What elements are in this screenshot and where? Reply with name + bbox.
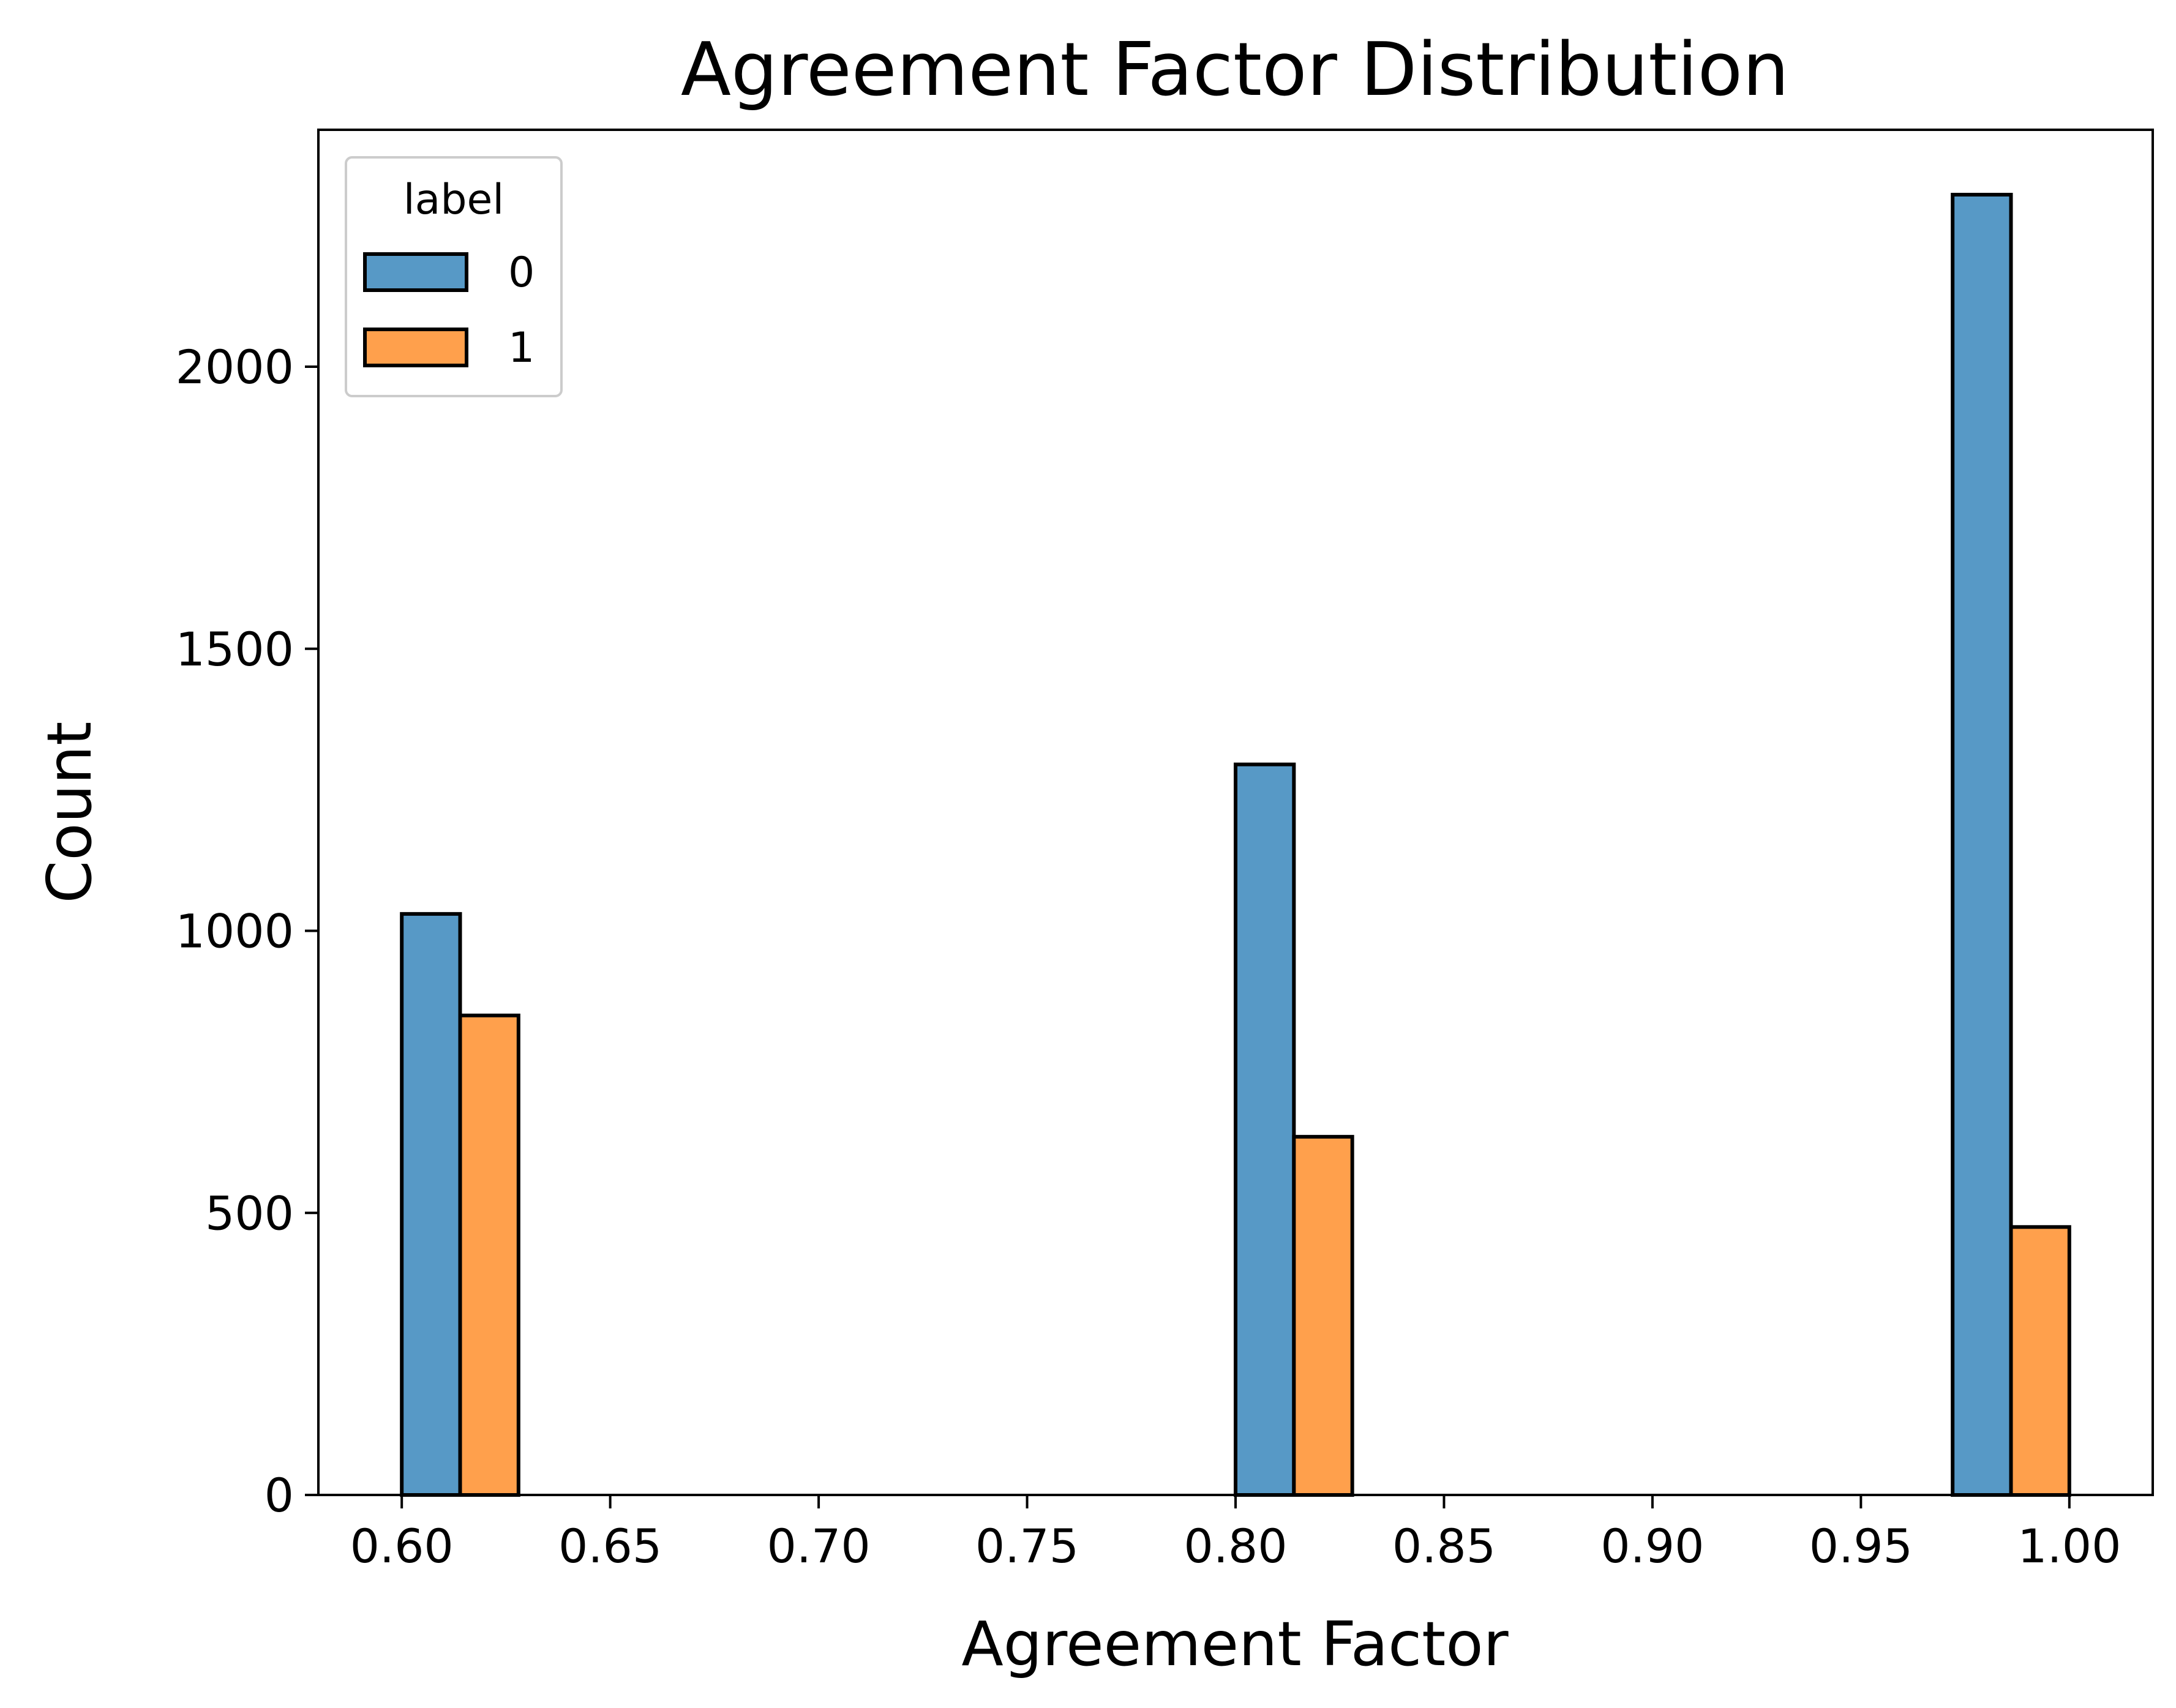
bar-series-1-0 (458, 1013, 520, 1497)
y-tick-label: 1000 (176, 904, 294, 959)
chart-title: Agreement Factor Distribution (681, 28, 1789, 113)
x-tick-label: 0.70 (767, 1519, 870, 1573)
y-tick-label: 500 (205, 1186, 294, 1240)
legend-title: label (403, 176, 504, 224)
x-axis-label: Agreement Factor (961, 1608, 1509, 1680)
legend-label-1: 1 (508, 324, 535, 372)
legend-label-0: 0 (508, 249, 535, 297)
x-tick-label: 0.95 (1809, 1519, 1913, 1573)
y-tick-label: 1500 (176, 622, 294, 676)
x-tick-label: 0.60 (350, 1519, 454, 1573)
x-tick-label: 0.85 (1392, 1519, 1496, 1573)
y-axis-label: Count (34, 722, 105, 904)
x-tick-label: 0.80 (1184, 1519, 1287, 1573)
legend-swatch-1 (363, 328, 468, 367)
bar-series-1-2 (2009, 1225, 2071, 1497)
x-axis-ticks: 0.60 0.65 0.70 0.75 0.80 0.85 0.90 0.95 1.00 (350, 1495, 2121, 1573)
x-tick-label: 0.65 (558, 1519, 662, 1573)
y-tick-label: 0 (264, 1468, 294, 1523)
bar-series-1-1 (1292, 1134, 1354, 1497)
bar-series-0-1 (1234, 762, 1296, 1497)
legend: label 0 1 (345, 156, 563, 397)
y-axis-ticks: 0 500 1000 1500 2000 (176, 340, 318, 1523)
bars-layer (400, 192, 2071, 1497)
x-tick-label: 1.00 (2017, 1519, 2121, 1573)
bar-series-0-0 (400, 912, 462, 1497)
x-tick-label: 0.75 (975, 1519, 1079, 1573)
y-tick-label: 2000 (176, 340, 294, 394)
x-tick-label: 0.90 (1600, 1519, 1704, 1573)
legend-swatch-0 (363, 252, 468, 292)
bar-series-0-2 (1951, 192, 2013, 1497)
